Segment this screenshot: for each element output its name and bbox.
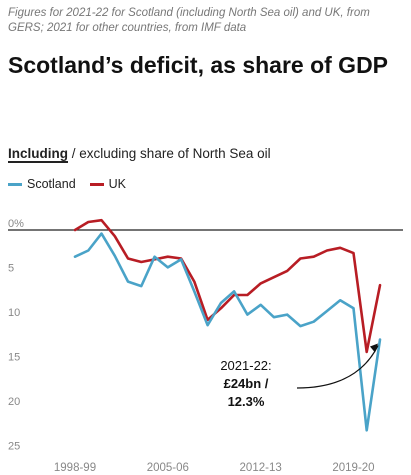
chart-legend: Scotland UK bbox=[8, 177, 140, 191]
toggle-separator: / bbox=[68, 146, 80, 161]
annotation-arrow bbox=[296, 345, 379, 389]
legend-swatch-scotland bbox=[8, 182, 22, 186]
x-tick-label: 1998-99 bbox=[54, 462, 96, 474]
series-line-scotland bbox=[73, 232, 382, 432]
legend-label-uk: UK bbox=[108, 177, 127, 191]
y-tick-label: 20 bbox=[8, 396, 20, 408]
y-tick-label: 0% bbox=[8, 218, 24, 230]
x-tick-label: 2005-06 bbox=[147, 462, 189, 474]
chart-title: Scotland’s deficit, as share of GDP bbox=[8, 52, 389, 78]
annotation-line: 2021-22: bbox=[220, 358, 271, 373]
y-tick-label: 15 bbox=[8, 352, 20, 364]
legend-label-scotland: Scotland bbox=[27, 177, 76, 191]
annotation-line: 12.3% bbox=[228, 394, 265, 409]
toggle-including[interactable]: Including bbox=[8, 146, 68, 161]
annotation-line: £24bn / bbox=[224, 376, 269, 391]
legend-swatch-uk bbox=[89, 182, 104, 186]
y-tick-label: 5 bbox=[8, 263, 14, 275]
annotation-arrowhead bbox=[370, 343, 378, 353]
x-tick-label: 2019-20 bbox=[332, 462, 374, 474]
series-line-uk bbox=[73, 218, 382, 354]
y-tick-label: 25 bbox=[8, 441, 20, 453]
y-tick-label: 10 bbox=[8, 307, 20, 319]
oil-toggle: Including / excluding share of North Sea… bbox=[8, 146, 271, 161]
x-tick-label: 2012-13 bbox=[240, 462, 282, 474]
legend-item-scotland: Scotland bbox=[8, 177, 76, 191]
legend-item-uk: UK bbox=[89, 177, 127, 191]
chart-source-note: Figures for 2021-22 for Scotland (includ… bbox=[8, 7, 370, 34]
toggle-excluding[interactable]: excluding share of North Sea oil bbox=[79, 146, 271, 161]
